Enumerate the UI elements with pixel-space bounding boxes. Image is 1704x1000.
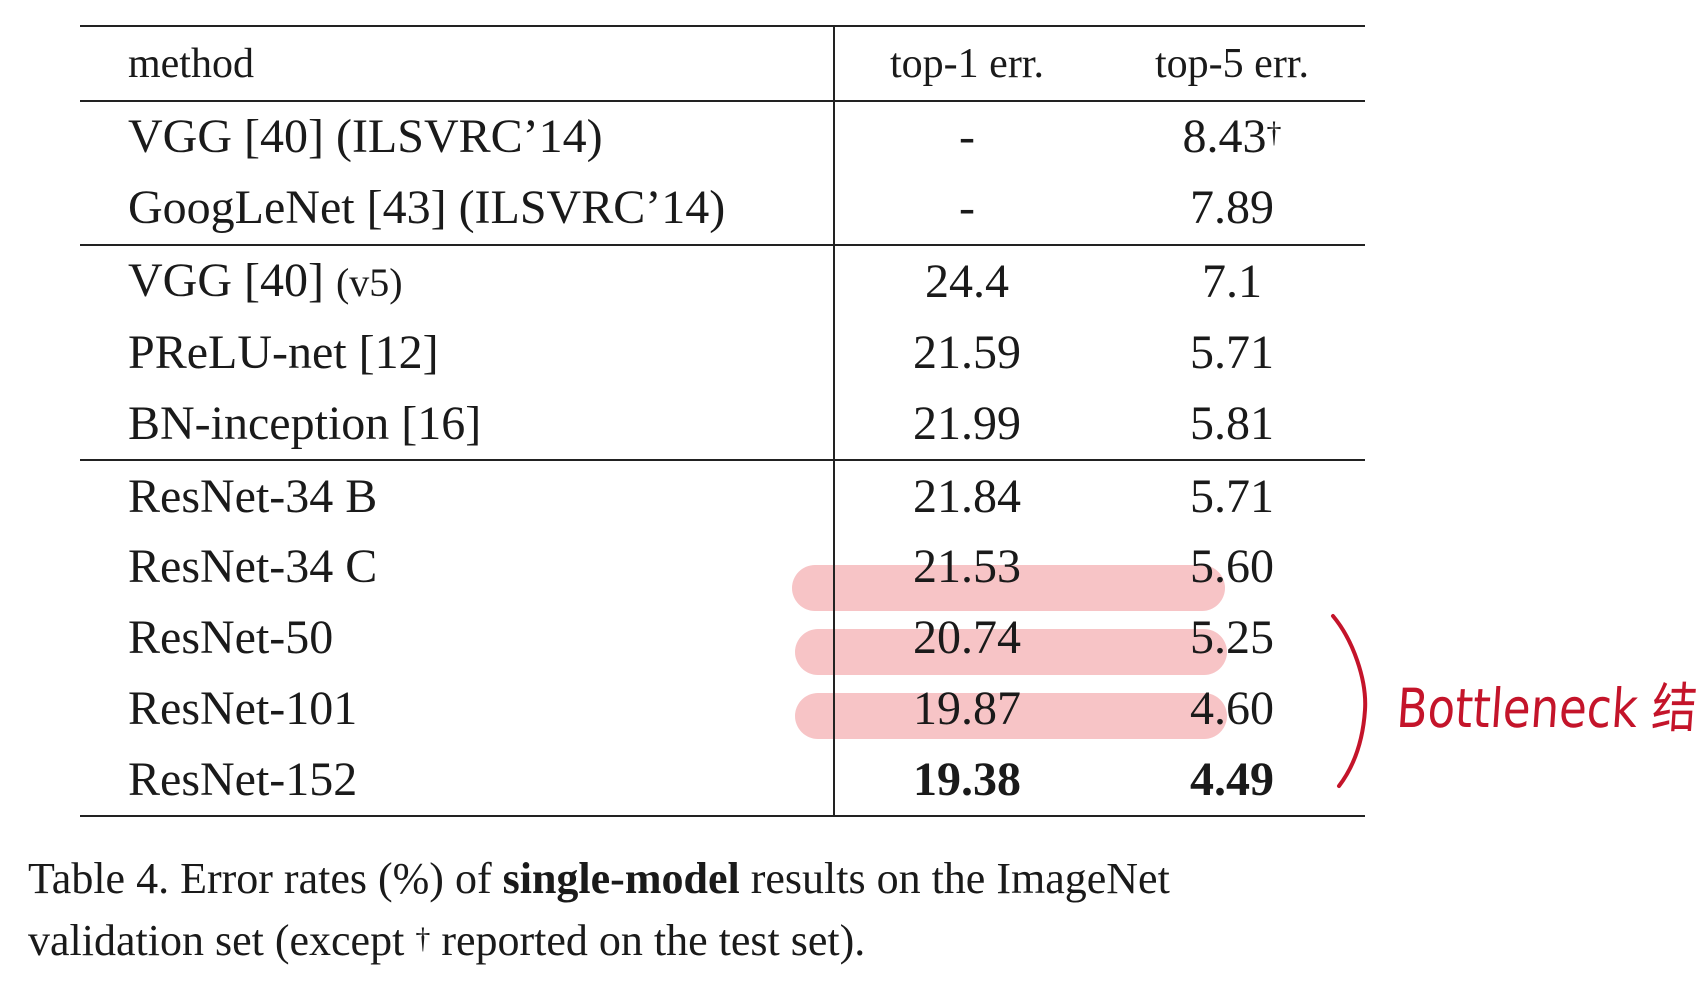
highlight-resnet-101	[795, 629, 1227, 675]
header-top1: top-1 err.	[834, 25, 1099, 102]
table-row: ResNet-50 20.74 5.25	[80, 602, 1365, 674]
row-top5-value: 8.43	[1182, 110, 1267, 164]
table-row: VGG [40] (ILSVRC’14) - 8.43†	[80, 101, 1365, 173]
row-method: ResNet-34 B	[80, 460, 835, 532]
row-top1: -	[834, 172, 1099, 246]
row-top5-value: 5.25	[1190, 611, 1274, 665]
table-row: VGG [40] (v5) 24.4 7.1	[80, 244, 1365, 318]
row-top1-value: 19.38	[913, 752, 1021, 806]
row-top1-value: 20.74	[913, 611, 1021, 665]
results-table: method top-1 err. top-5 err. VGG [40] (I…	[80, 25, 1365, 818]
row-top1: 21.84	[913, 469, 1021, 523]
row-top5: 4.60	[1099, 674, 1365, 745]
row-method: GoogLeNet [43] (ILSVRC’14)	[80, 172, 835, 246]
row-top5: 5.81	[1099, 388, 1365, 462]
caption-line2-end: reported on the test set).	[430, 916, 866, 965]
row-top5-value: 4.60	[1190, 681, 1274, 735]
table-row: ResNet-34 B 21.84 5.71	[80, 460, 1365, 532]
row-top5: 7.1	[1202, 254, 1262, 308]
row-method: ResNet-152	[80, 744, 835, 818]
row-method-name: VGG [40]	[128, 253, 324, 307]
header-top5: top-5 err.	[1099, 25, 1365, 102]
row-method: PReLU-net [12]	[80, 317, 835, 389]
results-table-container: method top-1 err. top-5 err. VGG [40] (I…	[80, 25, 1365, 818]
handwritten-annotation: Bottleneck 结	[1398, 677, 1699, 740]
row-top1: 19.87	[834, 674, 1099, 745]
row-top5: 5.71	[1190, 325, 1274, 379]
caption-bold: single-model	[502, 854, 740, 903]
row-top1: 21.53	[913, 540, 1021, 594]
row-top5: 5.25	[1099, 603, 1365, 674]
table-row: BN-inception [16] 21.99 5.81	[80, 388, 1365, 462]
row-top5: 5.60	[1190, 540, 1274, 594]
row-top5: 4.49	[1099, 744, 1365, 818]
row-method: ResNet-101	[80, 673, 835, 745]
dagger-mark: †	[1266, 116, 1282, 150]
table-row: GoogLeNet [43] (ILSVRC’14) - 7.89	[80, 172, 1365, 246]
table-header-row: method top-1 err. top-5 err.	[80, 25, 1365, 102]
table-row: PReLU-net [12] 21.59 5.71	[80, 317, 1365, 389]
row-top1: -	[959, 110, 975, 164]
table-row: ResNet-152 19.38 4.49	[80, 744, 1365, 818]
row-top5-value: 4.49	[1190, 752, 1274, 806]
row-top5: 7.89	[1099, 172, 1365, 246]
row-top1: 21.59	[913, 325, 1021, 379]
annotation-text: Bottleneck 结	[1398, 677, 1699, 740]
row-method-suffix: (v5)	[335, 259, 403, 305]
caption-line-1: Table 4. Error rates (%) of single-model…	[28, 848, 1448, 910]
row-method: ResNet-50	[80, 602, 835, 674]
row-top5: 8.43†	[1099, 101, 1365, 173]
row-method: VGG [40] (ILSVRC’14)	[80, 101, 835, 173]
row-method: VGG [40] (v5)	[80, 244, 835, 318]
highlight-resnet-50	[792, 565, 1225, 611]
caption-middle: results on the ImageNet	[739, 854, 1170, 903]
row-top5: 5.71	[1190, 469, 1274, 523]
table-row: ResNet-101 19.87 4.60	[80, 673, 1365, 745]
caption-dagger: †	[415, 922, 431, 955]
row-top1: 20.74	[834, 603, 1099, 674]
row-method: BN-inception [16]	[80, 388, 835, 462]
caption-line-2: validation set (except † reported on the…	[28, 910, 1448, 972]
row-method: ResNet-34 C	[80, 531, 835, 603]
row-top1-value: 19.87	[913, 681, 1021, 735]
header-method: method	[80, 25, 835, 102]
table-caption: Table 4. Error rates (%) of single-model…	[28, 848, 1448, 972]
highlight-resnet-152	[795, 693, 1227, 739]
row-top1: 21.99	[834, 388, 1099, 462]
row-top1: 24.4	[925, 254, 1009, 308]
caption-line2-start: validation set (except	[28, 916, 416, 965]
row-top1: 19.38	[834, 744, 1099, 818]
caption-prefix: Table 4. Error rates (%) of	[28, 854, 503, 903]
table-row: ResNet-34 C 21.53 5.60	[80, 531, 1365, 603]
